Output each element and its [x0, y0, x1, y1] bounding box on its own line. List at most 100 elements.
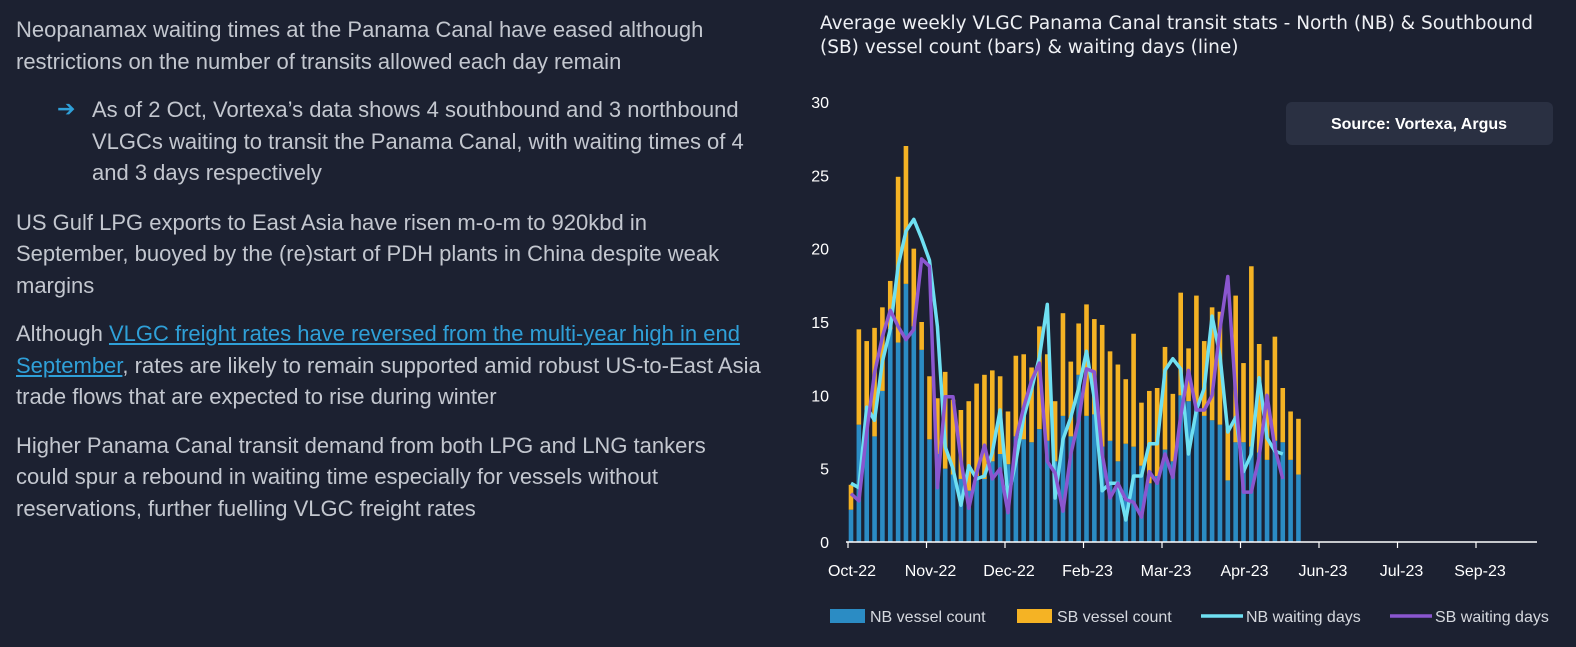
- sb-bar: [1288, 411, 1293, 460]
- sb-bar: [1131, 333, 1136, 447]
- nb-bar: [1296, 474, 1301, 542]
- legend: NB vessel count SB vessel count NB waiting…: [830, 609, 1549, 626]
- nb-bar: [1084, 415, 1089, 542]
- nb-bar: [1013, 436, 1019, 542]
- nb-bar: [1123, 443, 1129, 542]
- nb-bar: [1060, 415, 1066, 542]
- legend-nb-vessel-count: NB vessel count: [830, 609, 986, 626]
- sb-bar: [1147, 390, 1152, 484]
- nb-bar: [1272, 440, 1278, 542]
- nb-bar: [1147, 483, 1152, 542]
- sb-bar: [1272, 336, 1278, 441]
- paragraph-lpg-exports: US Gulf LPG exports to East Asia have ri…: [16, 209, 720, 298]
- nb-bar: [1194, 407, 1199, 542]
- sb-bar: [911, 248, 917, 327]
- sb-bar: [1280, 388, 1286, 443]
- x-tick-label: Apr-23: [1220, 563, 1268, 580]
- sb-bar: [1162, 346, 1168, 450]
- paragraph-freight-rates: Although VLGC freight rates have reverse…: [16, 318, 761, 413]
- nb-bar: [950, 474, 956, 542]
- nb-bar: [1170, 461, 1176, 542]
- nb-bar: [1139, 465, 1144, 542]
- nb-bar: [942, 468, 948, 542]
- source-box-bg: [1286, 102, 1553, 145]
- nb-bar: [919, 349, 924, 542]
- nb-waiting-line: [850, 217, 1284, 522]
- nb-bar: [1092, 414, 1097, 542]
- sb-bar: [990, 370, 995, 462]
- sb-bar: [1225, 426, 1231, 481]
- legend-swatch: [1017, 609, 1052, 623]
- nb-bar: [1249, 446, 1254, 542]
- sb-bar: [958, 410, 964, 479]
- source-box: Source: Vortexa, Argus: [1286, 102, 1553, 145]
- sb-bar: [1013, 355, 1019, 437]
- nb-bar: [903, 283, 909, 542]
- sb-bar: [1060, 313, 1066, 416]
- nb-bar: [872, 436, 877, 542]
- sb-bar: [1123, 379, 1129, 444]
- sb-bar: [856, 329, 862, 425]
- legend-sb-vessel-count: SB vessel count: [1017, 609, 1172, 626]
- nb-bar: [895, 342, 901, 542]
- sb-bar: [1209, 307, 1215, 421]
- nb-bar: [880, 390, 885, 542]
- nb-bar: [1217, 424, 1223, 542]
- sb-bar: [1115, 364, 1121, 462]
- legend-sb-waiting-days: SB waiting days: [1390, 609, 1549, 626]
- x-tick-label: Sep-23: [1454, 563, 1506, 580]
- sb-bar: [919, 322, 924, 350]
- commentary: Neopanamax waiting times at the Panama C…: [16, 14, 761, 541]
- y-tick-label: 5: [820, 462, 829, 479]
- nb-bar: [864, 410, 869, 542]
- nb-bar: [1233, 442, 1238, 542]
- sb-waiting-line: [849, 257, 1285, 519]
- nb-bar: [982, 478, 987, 542]
- nb-bar: [1201, 415, 1207, 542]
- legend-label: SB waiting days: [1435, 609, 1549, 626]
- chart-title: Average weekly VLGC Panama Canal transit…: [820, 13, 1534, 58]
- nb-bar: [927, 439, 932, 542]
- sb-bar: [864, 341, 869, 410]
- freight-rates-link[interactable]: VLGC freight rates have reversed from th…: [16, 321, 740, 378]
- legend-nb-waiting-days: NB waiting days: [1201, 609, 1361, 626]
- source-label: Source: Vortexa, Argus: [1331, 116, 1507, 133]
- x-tick-label: Feb-23: [1062, 563, 1113, 580]
- nb-bar: [990, 461, 995, 542]
- x-tick-label: Mar-23: [1141, 563, 1192, 580]
- sb-bar: [848, 484, 854, 510]
- nb-bar: [1178, 395, 1183, 542]
- bullet-vortexa-data: ➔ As of 2 Oct, Vortexa’s data shows 4 so…: [16, 94, 761, 189]
- sb-bar: [950, 399, 956, 475]
- paragraph-panama-waiting: Neopanamax waiting times at the Panama C…: [16, 17, 704, 74]
- x-tick-label: Jul-23: [1380, 563, 1424, 580]
- nb-bar: [1068, 436, 1074, 542]
- nb-bar: [1154, 476, 1160, 542]
- legend-label: SB vessel count: [1057, 609, 1172, 626]
- sb-bar: [887, 280, 893, 330]
- axes-layer: 0 5 10 15 20 25 30 Oct-22 Nov-22 Dec-22 Feb-23 Mar-…: [811, 95, 1537, 580]
- x-tick-label: Nov-22: [905, 563, 957, 580]
- sb-bar: [1044, 354, 1050, 441]
- paragraph-transit-demand: Higher Panama Canal transit demand from …: [16, 432, 706, 521]
- sb-bar: [1068, 361, 1074, 437]
- nb-bar: [1288, 459, 1293, 542]
- nb-bar: [1209, 420, 1215, 542]
- x-tick-label: Oct-22: [828, 563, 876, 580]
- sb-bar: [1178, 292, 1183, 396]
- sb-bar: [1099, 324, 1105, 447]
- legend-label: NB vessel count: [870, 609, 986, 626]
- nb-bar: [966, 490, 972, 542]
- nb-bar: [1256, 452, 1262, 542]
- sb-bar: [927, 376, 932, 440]
- arrow-right-icon: ➔: [57, 96, 76, 121]
- sb-bar: [1256, 344, 1262, 453]
- sb-bar: [1249, 266, 1254, 447]
- freight-suffix: , rates are likely to remain supported a…: [16, 352, 761, 410]
- legend-swatch: [830, 609, 865, 623]
- sb-bar: [1194, 295, 1199, 408]
- x-tick-label: Jun-23: [1299, 563, 1348, 580]
- nb-bar: [1131, 446, 1136, 542]
- nb-bar: [958, 478, 964, 542]
